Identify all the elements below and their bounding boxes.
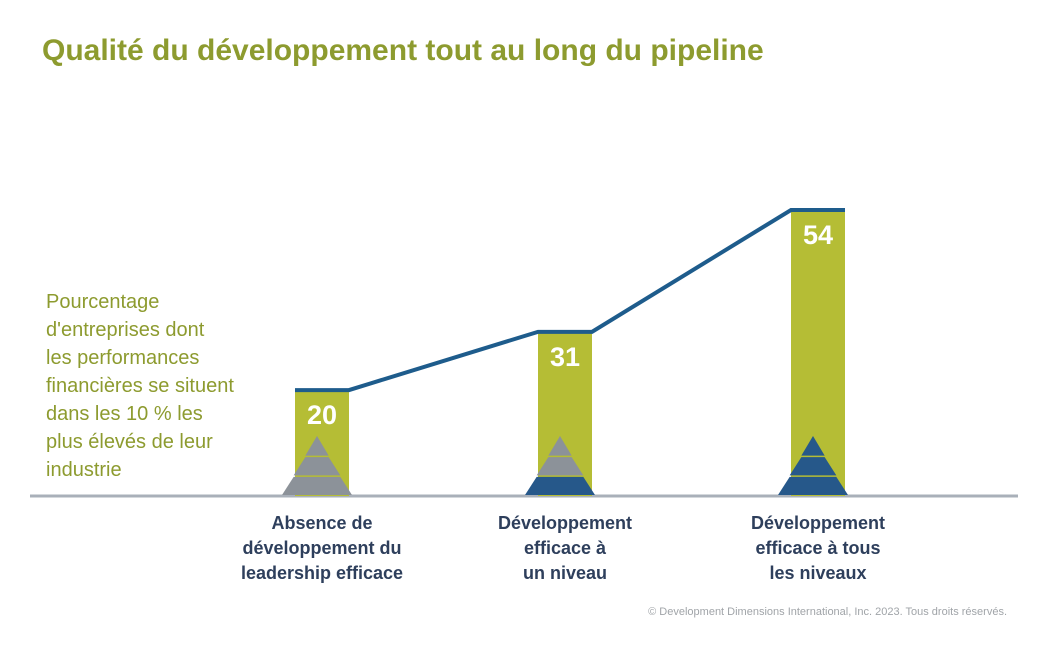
bar-value-label: 54 (803, 220, 833, 250)
x-category-label: Développement efficace à un niveau (497, 513, 633, 583)
y-axis-label: Pourcentage d'entreprises dont les perfo… (46, 291, 234, 481)
chart-title: Qualité du développement tout au long du… (42, 34, 764, 67)
copyright-notice: © Development Dimensions International, … (648, 606, 1007, 618)
bar-value-label: 20 (307, 400, 337, 430)
x-category-label: Développement efficace à tous les niveau… (750, 513, 886, 583)
pyramid-icon (282, 436, 352, 495)
pyramid-icon (778, 436, 848, 495)
x-category-label: Absence de développement du leadership e… (240, 513, 404, 583)
pyramid-icon (525, 436, 595, 495)
trend-line (295, 208, 845, 393)
bar-value-label: 31 (550, 342, 580, 372)
